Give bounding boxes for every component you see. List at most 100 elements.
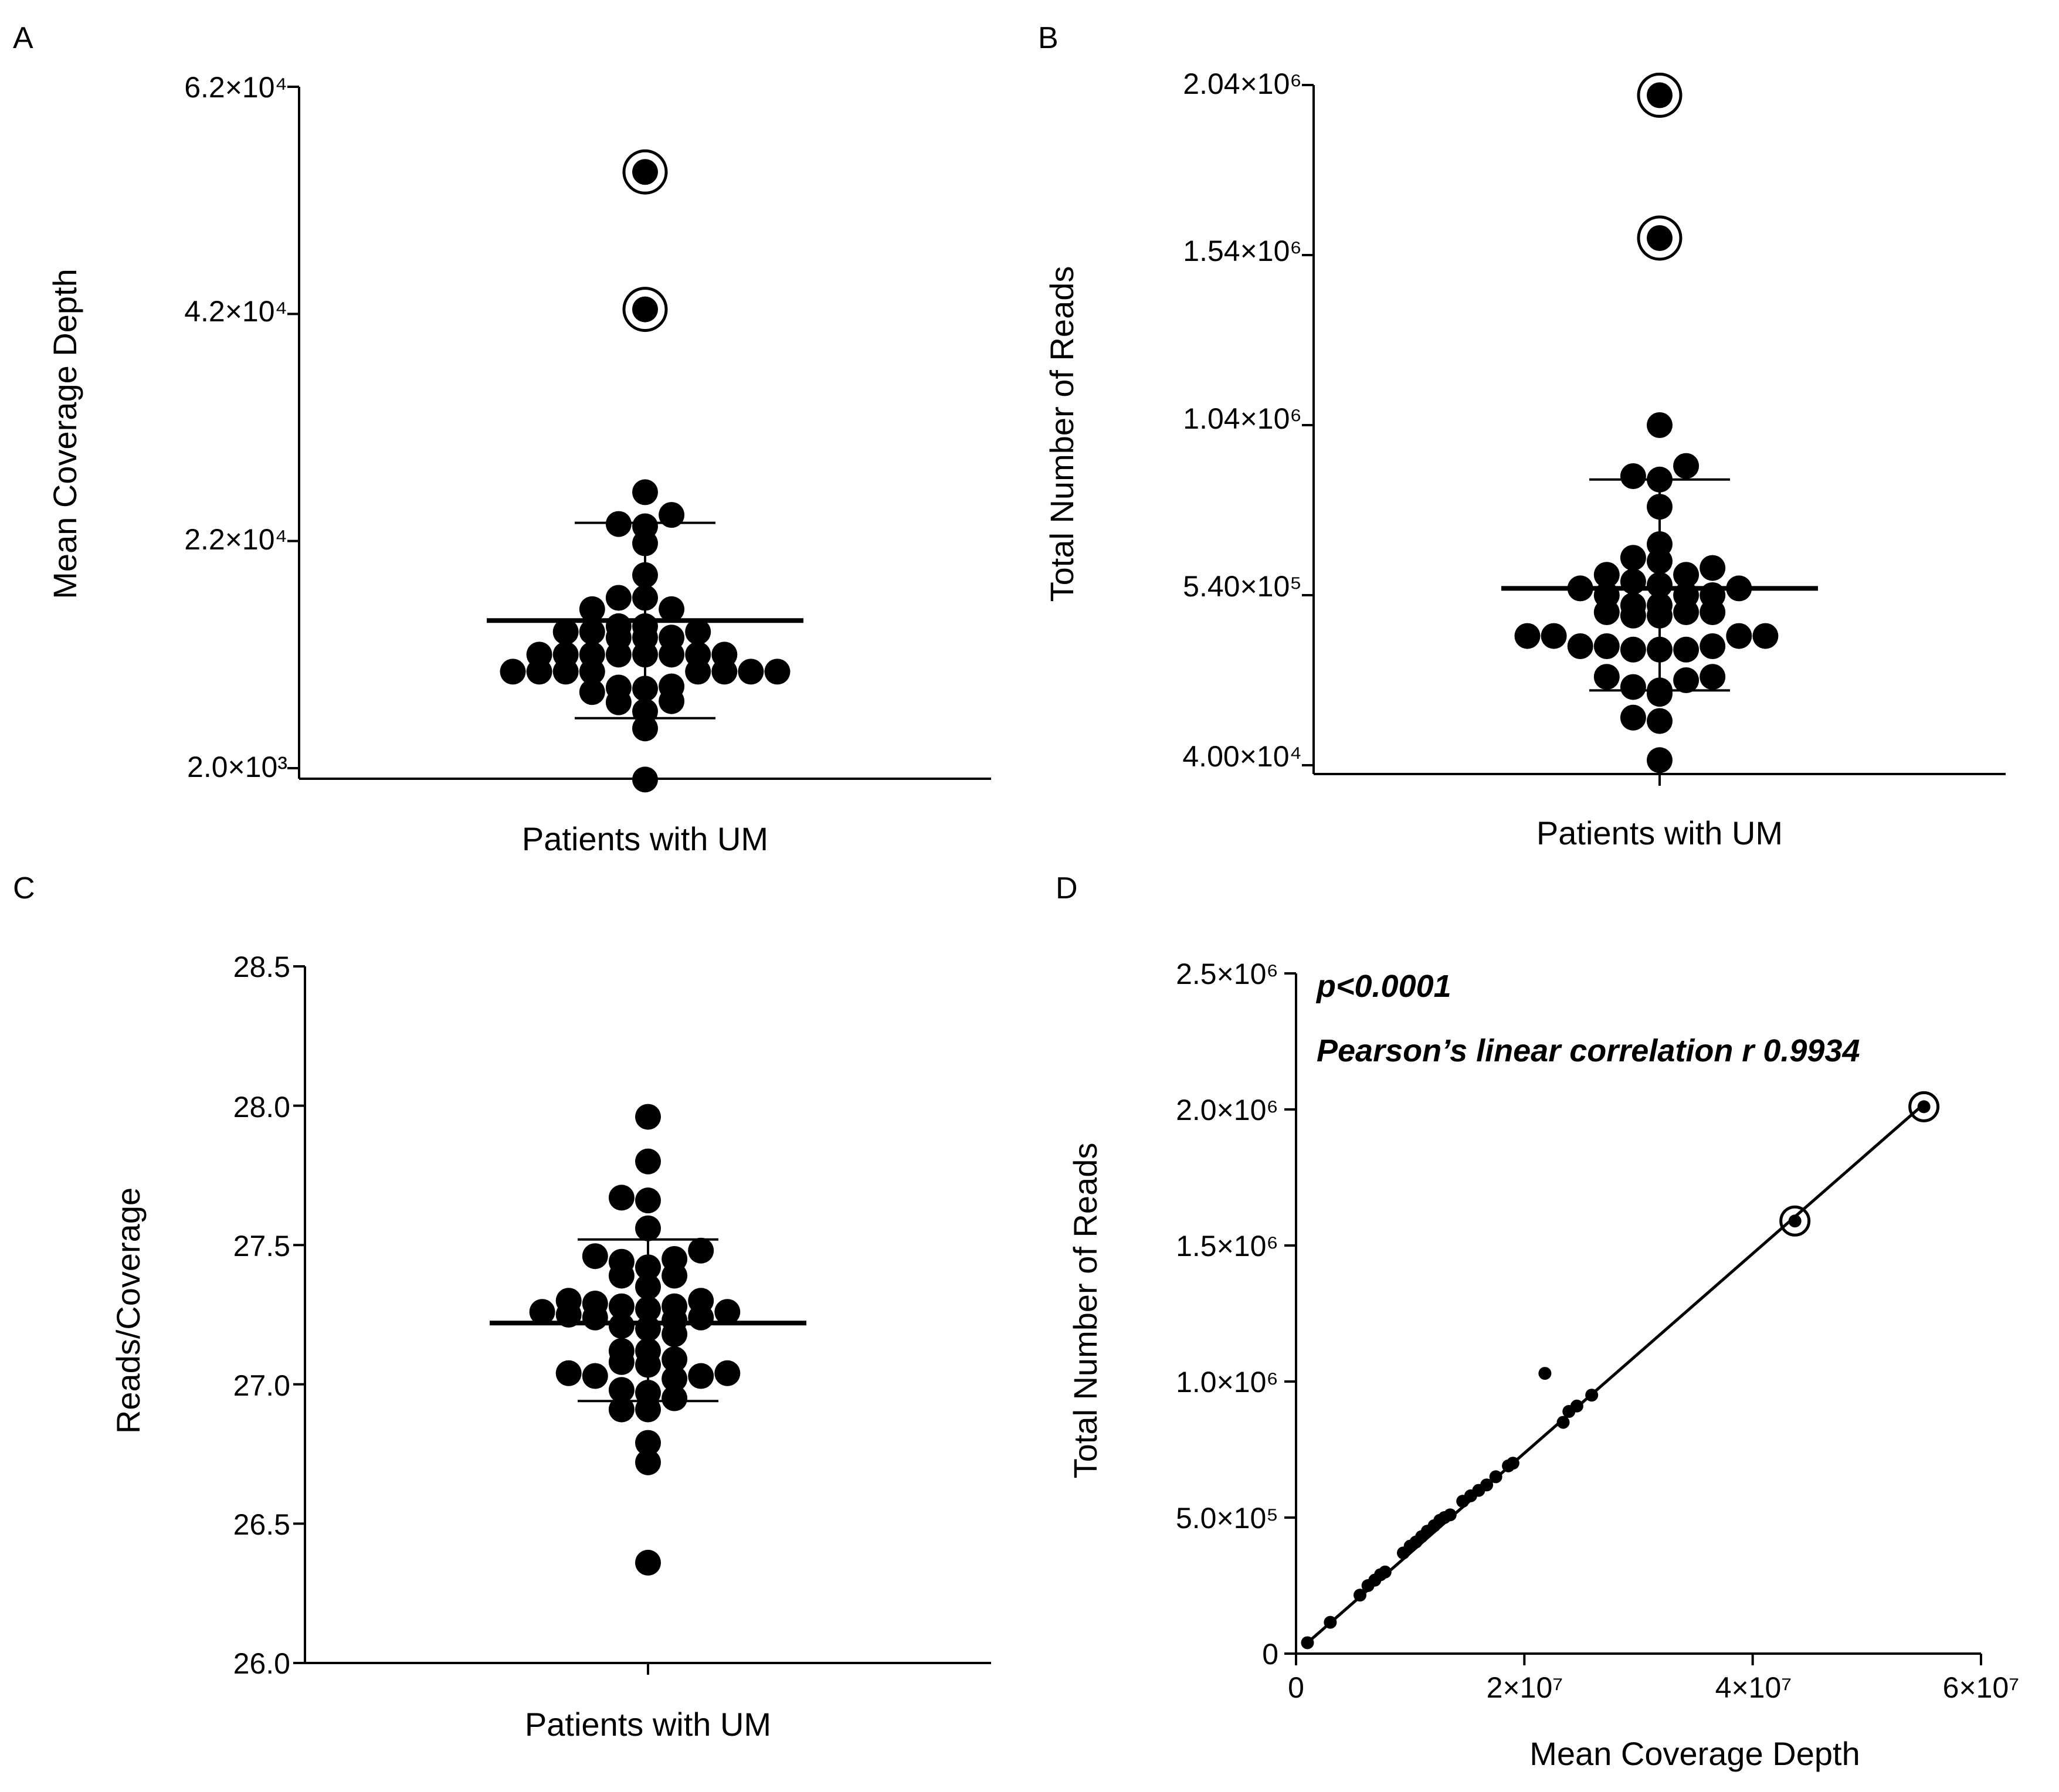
data-point <box>608 1313 635 1339</box>
data-point <box>659 502 685 528</box>
outlier-point <box>1917 1100 1931 1114</box>
data-point <box>635 1187 661 1214</box>
panel-c-x-title: Patients with UM <box>525 1706 771 1743</box>
data-point <box>659 625 685 651</box>
data-point <box>714 1299 741 1325</box>
panel-b: 4.00×10⁴ 5.40×10⁵ 1.04×10⁶ 1.54×10⁶ 2.04… <box>1043 67 2006 851</box>
data-point <box>1647 708 1673 734</box>
panel-d-x-title: Mean Coverage Depth <box>1529 1735 1860 1772</box>
outlier-ring <box>622 287 668 332</box>
data-point <box>608 1377 635 1403</box>
data-point <box>608 1338 635 1364</box>
data-point <box>635 1215 661 1241</box>
data-point <box>1506 1457 1519 1470</box>
data-point <box>635 1104 661 1130</box>
data-point <box>1354 1589 1367 1602</box>
data-point <box>662 1293 688 1319</box>
outlier-ring <box>1637 72 1683 118</box>
panel-d-ytick-label: 1.5×10⁶ <box>1176 1230 1278 1262</box>
outlier-point <box>1788 1214 1802 1228</box>
data-point <box>1570 1399 1583 1413</box>
panel-c-ytick-label: 28.5 <box>233 951 290 983</box>
panel-label-b: B <box>1038 21 1059 55</box>
data-point <box>1514 623 1541 649</box>
panel-b-ytick-label: 4.00×10⁴ <box>1182 740 1302 773</box>
data-point <box>635 1430 661 1456</box>
data-point <box>1489 1470 1502 1484</box>
outlier-ring <box>622 149 668 195</box>
panel-a-ytick-label: 4.2×10⁴ <box>184 295 287 328</box>
data-point <box>685 642 711 668</box>
data-point <box>662 1366 688 1392</box>
data-point <box>711 642 738 668</box>
data-point <box>555 1288 582 1314</box>
data-point <box>688 1288 714 1314</box>
data-point <box>688 1237 714 1264</box>
data-point <box>608 1185 635 1211</box>
data-point <box>738 659 764 685</box>
data-point <box>688 1363 714 1389</box>
data-point <box>685 619 711 645</box>
panel-a-y-title: Mean Coverage Depth <box>46 269 83 599</box>
data-point <box>1541 623 1567 649</box>
outlier-point <box>632 159 658 185</box>
data-point <box>662 1385 688 1411</box>
data-point <box>582 1363 608 1389</box>
data-point <box>608 1293 635 1319</box>
data-point <box>582 1243 608 1270</box>
data-point <box>579 642 605 668</box>
panel-d-annotation-r: Pearson’s linear correlation r 0.9934 <box>1317 1033 1860 1068</box>
data-point <box>579 596 605 622</box>
outlier-point <box>632 296 658 323</box>
panel-d: 0 5.0×10⁵ 1.0×10⁶ 1.5×10⁶ 2.0×10⁶ 2.5×10… <box>1067 958 2019 1772</box>
panel-a-ytick-label: 2.2×10⁴ <box>184 523 287 556</box>
panel-label-c: C <box>13 871 35 905</box>
panel-a-ytick-label: 6.2×10⁴ <box>184 71 287 104</box>
data-point <box>1673 667 1700 693</box>
panel-d-xtick-label: 4×10⁷ <box>1715 1671 1792 1704</box>
panel-d-ytick-label: 2.0×10⁶ <box>1176 1094 1278 1126</box>
panel-b-ytick-label: 2.04×10⁶ <box>1183 67 1302 100</box>
data-point <box>1647 747 1673 773</box>
data-point <box>1324 1615 1337 1629</box>
outlier-ring <box>1908 1091 1940 1122</box>
outlier-point <box>1647 82 1673 108</box>
data-point <box>1443 1508 1457 1522</box>
data-point <box>1585 1389 1599 1402</box>
data-point <box>605 585 632 611</box>
data-point <box>1538 1367 1552 1380</box>
panel-label-a: A <box>13 21 33 55</box>
panel-b-ytick-label: 1.04×10⁶ <box>1183 402 1302 435</box>
data-point <box>714 1360 741 1386</box>
data-point <box>529 1299 555 1325</box>
panel-c-y-title: Reads/Coverage <box>110 1187 147 1434</box>
data-point <box>555 1360 582 1386</box>
panel-c-ytick-label: 27.0 <box>233 1369 290 1402</box>
outlier-ring <box>1779 1205 1811 1237</box>
data-point <box>1673 636 1700 663</box>
panel-d-ytick-label: 1.0×10⁶ <box>1176 1366 1278 1399</box>
data-point <box>1700 633 1726 659</box>
panel-c: 26.0 26.5 27.0 27.5 28.0 28.5 Patients w… <box>110 951 991 1743</box>
data-point <box>526 642 552 668</box>
panel-b-x-title: Patients with UM <box>1536 814 1783 851</box>
data-point <box>1673 453 1700 479</box>
panel-d-xtick-label: 6×10⁷ <box>1943 1671 2020 1704</box>
data-point <box>1620 674 1646 700</box>
outlier-point <box>1647 225 1673 251</box>
data-point <box>632 479 658 505</box>
panel-c-ytick-label: 27.5 <box>233 1230 290 1262</box>
data-point <box>1752 623 1779 649</box>
data-point <box>1620 636 1646 663</box>
panel-label-d: D <box>1056 871 1078 905</box>
panel-b-y-title: Total Number of Reads <box>1043 266 1080 602</box>
data-point <box>764 659 791 685</box>
data-point <box>1700 555 1726 581</box>
panel-d-xtick-label: 0 <box>1288 1671 1304 1704</box>
data-point <box>1480 1478 1494 1492</box>
data-point <box>1378 1565 1392 1579</box>
panel-d-ytick-label: 0 <box>1262 1638 1278 1671</box>
panel-b-ytick-label: 1.54×10⁶ <box>1183 235 1302 267</box>
data-point <box>579 619 605 645</box>
